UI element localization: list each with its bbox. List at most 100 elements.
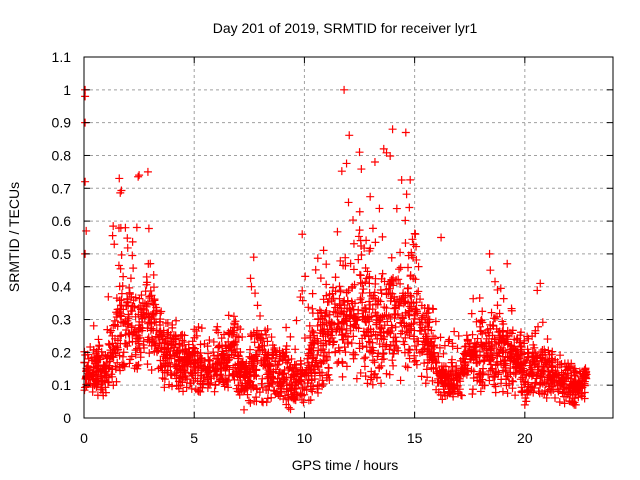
data-point bbox=[405, 346, 414, 355]
data-point bbox=[367, 331, 376, 340]
data-point bbox=[157, 307, 166, 316]
data-point bbox=[469, 294, 478, 303]
data-point bbox=[485, 249, 494, 258]
data-point bbox=[377, 289, 386, 298]
data-point bbox=[533, 286, 542, 295]
data-point bbox=[503, 389, 512, 398]
data-point bbox=[486, 320, 495, 329]
y-axis-label: SRMTID / TECUs bbox=[6, 182, 22, 292]
data-point bbox=[429, 342, 438, 351]
data-point bbox=[467, 309, 476, 318]
data-point bbox=[409, 274, 418, 283]
data-point bbox=[306, 395, 315, 404]
data-point bbox=[214, 343, 223, 352]
data-point bbox=[349, 332, 358, 341]
data-point bbox=[422, 365, 431, 374]
data-point bbox=[358, 289, 367, 298]
data-point bbox=[262, 398, 271, 407]
data-point bbox=[108, 365, 117, 374]
data-point bbox=[547, 358, 556, 367]
data-point bbox=[510, 335, 519, 344]
data-point bbox=[114, 261, 123, 270]
data-point bbox=[363, 313, 372, 322]
data-point bbox=[313, 321, 322, 330]
data-point bbox=[322, 280, 331, 289]
data-point bbox=[534, 387, 543, 396]
data-point bbox=[247, 282, 256, 291]
data-point bbox=[262, 330, 271, 339]
data-point bbox=[531, 326, 540, 335]
data-point bbox=[538, 366, 547, 375]
data-point bbox=[272, 350, 281, 359]
data-point bbox=[363, 267, 372, 276]
data-point bbox=[226, 326, 235, 335]
data-point bbox=[403, 263, 412, 272]
data-point bbox=[357, 251, 366, 260]
data-point bbox=[375, 204, 384, 213]
data-point bbox=[578, 377, 587, 386]
data-point bbox=[307, 371, 316, 380]
data-point bbox=[116, 188, 125, 197]
data-point bbox=[407, 251, 416, 260]
data-point bbox=[360, 362, 369, 371]
data-point bbox=[257, 379, 266, 388]
data-point bbox=[218, 354, 227, 363]
data-point bbox=[410, 229, 419, 238]
data-point bbox=[522, 397, 531, 406]
data-point bbox=[386, 313, 395, 322]
data-point bbox=[257, 330, 266, 339]
data-point bbox=[392, 337, 401, 346]
data-point bbox=[518, 373, 527, 382]
data-point bbox=[538, 318, 547, 327]
data-point bbox=[271, 389, 280, 398]
data-point bbox=[185, 356, 194, 365]
data-point bbox=[355, 148, 364, 157]
data-point bbox=[400, 348, 409, 357]
data-point bbox=[220, 380, 229, 389]
data-point bbox=[94, 377, 103, 386]
data-point bbox=[306, 348, 315, 357]
data-point bbox=[370, 158, 379, 167]
data-point bbox=[309, 353, 318, 362]
data-point bbox=[368, 356, 377, 365]
data-point bbox=[569, 383, 578, 392]
data-point bbox=[508, 376, 517, 385]
data-point bbox=[380, 321, 389, 330]
data-point bbox=[399, 289, 408, 298]
data-point bbox=[437, 378, 446, 387]
data-point bbox=[418, 323, 427, 332]
data-point bbox=[160, 383, 169, 392]
data-point bbox=[282, 323, 291, 332]
data-point bbox=[475, 293, 484, 302]
data-point bbox=[420, 359, 429, 368]
data-point bbox=[264, 348, 273, 357]
data-point bbox=[352, 374, 361, 383]
data-point bbox=[403, 363, 412, 372]
data-point bbox=[296, 389, 305, 398]
data-point bbox=[467, 355, 476, 364]
data-point bbox=[330, 320, 339, 329]
x-axis-label: GPS time / hours bbox=[292, 457, 399, 473]
data-point bbox=[515, 366, 524, 375]
data-point bbox=[401, 239, 410, 248]
data-point bbox=[401, 216, 410, 225]
data-point bbox=[128, 237, 137, 246]
data-point bbox=[147, 366, 156, 375]
data-point bbox=[296, 375, 305, 384]
data-point bbox=[461, 342, 470, 351]
data-point bbox=[178, 342, 187, 351]
data-point bbox=[182, 383, 191, 392]
data-point bbox=[93, 368, 102, 377]
data-point bbox=[281, 353, 290, 362]
data-point bbox=[104, 292, 113, 301]
data-point bbox=[112, 294, 121, 303]
data-point bbox=[515, 338, 524, 347]
data-point bbox=[524, 349, 533, 358]
data-point bbox=[508, 384, 517, 393]
data-point bbox=[89, 321, 98, 330]
data-point bbox=[448, 362, 457, 371]
data-point bbox=[246, 274, 255, 283]
data-point bbox=[232, 332, 241, 341]
data-point bbox=[308, 289, 317, 298]
data-point bbox=[410, 351, 419, 360]
